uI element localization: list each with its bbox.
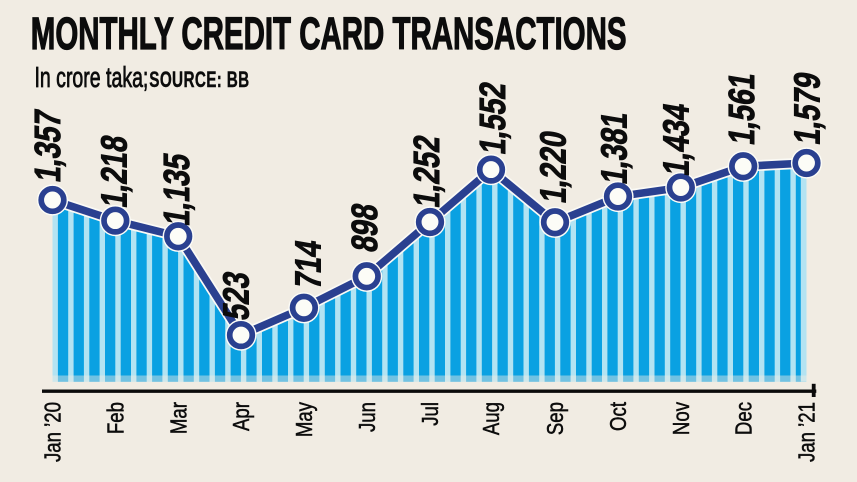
svg-text:Apr: Apr	[229, 402, 254, 431]
svg-text:Oct: Oct	[606, 402, 631, 431]
svg-text:1,561: 1,561	[721, 69, 762, 147]
svg-text:898: 898	[344, 200, 385, 254]
svg-text:In crore taka;: In crore taka;	[35, 62, 149, 94]
svg-text:714: 714	[287, 236, 328, 291]
svg-text:Sep: Sep	[543, 402, 568, 435]
svg-text:1,357: 1,357	[27, 107, 68, 185]
svg-text:Nov: Nov	[669, 402, 694, 436]
svg-text:1,434: 1,434	[655, 100, 696, 179]
svg-text:Jan ’21: Jan ’21	[795, 402, 820, 462]
svg-text:Mar: Mar	[167, 402, 192, 434]
svg-text:SOURCE: BB: SOURCE: BB	[149, 68, 249, 93]
svg-text:1,252: 1,252	[406, 132, 447, 210]
svg-text:1,381: 1,381	[593, 109, 634, 187]
svg-text:1,579: 1,579	[786, 69, 827, 147]
svg-text:1,220: 1,220	[532, 128, 573, 206]
svg-text:Jul: Jul	[418, 402, 443, 426]
svg-text:May: May	[292, 402, 317, 438]
svg-text:Jan ’20: Jan ’20	[41, 402, 66, 462]
svg-text:1,552: 1,552	[472, 79, 513, 157]
svg-text:Jun: Jun	[355, 402, 380, 432]
svg-text:1,135: 1,135	[156, 150, 197, 228]
svg-text:Feb: Feb	[104, 402, 129, 434]
svg-text:1,218: 1,218	[93, 132, 134, 210]
svg-text:Dec: Dec	[732, 402, 757, 435]
svg-text:Aug: Aug	[479, 402, 504, 435]
svg-text:523: 523	[216, 268, 257, 322]
svg-text:MONTHLY CREDIT CARD TRANSACTIO: MONTHLY CREDIT CARD TRANSACTIONS	[31, 10, 627, 60]
